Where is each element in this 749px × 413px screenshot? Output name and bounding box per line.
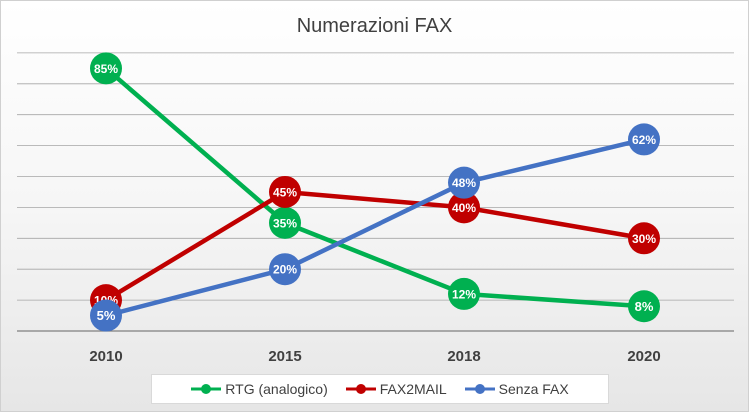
- legend-marker-icon: [345, 384, 376, 394]
- data-label: 30%: [632, 232, 656, 246]
- data-label: 85%: [94, 62, 118, 76]
- data-label: 62%: [632, 133, 656, 147]
- data-point: [90, 299, 122, 332]
- legend-label: RTG (analogico): [225, 381, 328, 397]
- data-point: [448, 277, 480, 310]
- data-point: [269, 206, 301, 239]
- data-label: 48%: [452, 176, 476, 190]
- data-label: 20%: [273, 263, 297, 277]
- series-line: [103, 189, 647, 303]
- legend: RTG (analogico) FAX2MAIL Senza FAX: [151, 374, 609, 404]
- series-points: 85%35%12%8%10%45%40%30%5%20%48%62%: [90, 52, 660, 332]
- data-point: [628, 290, 660, 323]
- legend-label: FAX2MAIL: [379, 381, 447, 397]
- x-tick-label: 2010: [89, 348, 122, 365]
- data-point: [448, 191, 480, 224]
- chart-title: Numerazioni FAX: [296, 15, 453, 37]
- legend-marker-icon: [191, 384, 222, 394]
- data-label: 35%: [273, 216, 297, 230]
- series-lines: [103, 66, 647, 318]
- series-line: [103, 137, 647, 318]
- data-point: [90, 52, 122, 85]
- data-point: [269, 253, 301, 286]
- legend-item: Senza FAX: [464, 381, 569, 397]
- series-line: [103, 66, 647, 309]
- data-point: [269, 175, 301, 208]
- data-point: [628, 222, 660, 255]
- x-tick-label: 2018: [447, 348, 480, 365]
- data-label: 5%: [97, 308, 116, 323]
- x-tick-label: 2020: [627, 348, 660, 365]
- data-label: 8%: [635, 299, 654, 314]
- data-point: [628, 123, 660, 156]
- data-label: 45%: [273, 185, 297, 199]
- data-label: 12%: [452, 287, 476, 301]
- data-label: 40%: [452, 201, 476, 215]
- legend-item: FAX2MAIL: [345, 381, 447, 397]
- legend-item: RTG (analogico): [191, 381, 328, 397]
- data-point: [448, 166, 480, 199]
- legend-label: Senza FAX: [498, 381, 569, 397]
- legend-marker-icon: [464, 384, 495, 394]
- x-axis-ticks: 2010 2015 2018 2020: [89, 348, 660, 365]
- x-tick-label: 2015: [268, 348, 301, 365]
